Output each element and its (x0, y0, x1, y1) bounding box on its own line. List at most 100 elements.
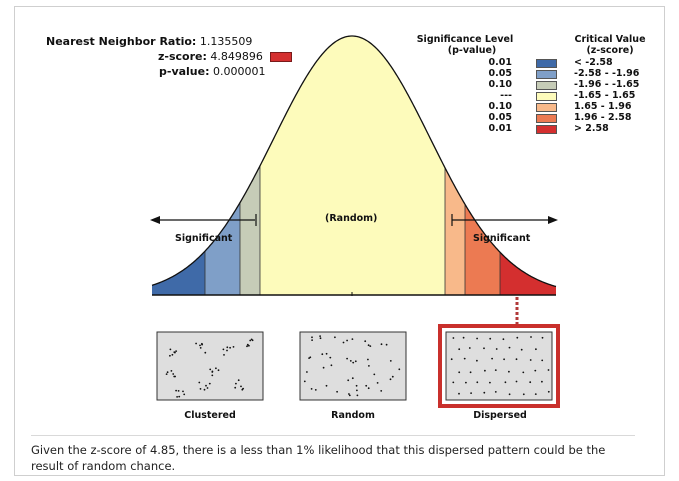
curve-outline (151, 35, 557, 288)
point-marker (199, 347, 202, 349)
point-marker (373, 373, 376, 376)
z-score-value: 4.849896 (210, 50, 263, 63)
point-marker (237, 379, 240, 382)
legend-z-range: -1.96 - -1.65 (574, 79, 640, 90)
point-marker (240, 385, 242, 388)
point-marker (175, 350, 178, 352)
point-marker (504, 381, 507, 384)
dispersed-highlight (438, 324, 560, 408)
point-marker (314, 389, 317, 391)
point-marker (351, 377, 354, 380)
dispersed-caption: Dispersed (473, 410, 527, 421)
legend-p-value: 0.01 (488, 123, 512, 134)
point-marker (310, 388, 313, 390)
point-marker (346, 357, 348, 360)
point-marker (355, 384, 358, 387)
point-marker (199, 344, 201, 347)
point-marker (516, 336, 519, 339)
legend-p-value: 0.05 (488, 68, 512, 79)
point-marker (321, 353, 324, 356)
legend-z-range: -2.58 - -1.96 (574, 68, 640, 79)
point-marker (249, 339, 252, 342)
point-marker (308, 357, 310, 359)
point-marker (468, 347, 471, 349)
legend-p-value: --- (500, 90, 512, 101)
point-marker (347, 379, 350, 382)
point-marker (322, 366, 325, 369)
point-marker (367, 358, 369, 361)
point-marker (226, 349, 228, 352)
point-marker (380, 390, 383, 392)
point-marker (205, 384, 207, 387)
point-marker (534, 369, 537, 372)
point-marker (306, 371, 308, 373)
point-marker (348, 394, 351, 397)
point-marker (494, 391, 497, 393)
point-marker (367, 387, 370, 390)
left-arrow-head (150, 216, 160, 224)
point-marker (530, 336, 532, 338)
point-marker (303, 380, 306, 383)
point-marker (470, 392, 472, 394)
point-marker (165, 373, 168, 375)
point-marker (385, 343, 388, 346)
critical-value-header: Critical Value (z-score) (570, 34, 650, 56)
point-marker (330, 364, 333, 367)
point-marker (199, 388, 202, 390)
point-marker (508, 346, 511, 349)
point-marker (352, 361, 355, 364)
point-marker (319, 335, 321, 337)
point-marker (547, 390, 550, 393)
random-pattern-box (299, 331, 407, 401)
point-marker (171, 353, 174, 356)
random-label: (Random) (325, 213, 378, 224)
point-marker (177, 390, 180, 392)
point-marker (336, 390, 338, 393)
point-marker (369, 345, 372, 347)
point-marker (232, 346, 235, 348)
point-marker (351, 338, 354, 340)
z-score-row: z-score: 4.849896 (158, 50, 293, 63)
legend-z-range: 1.65 - 1.96 (574, 101, 632, 112)
point-marker (203, 388, 206, 391)
point-marker (450, 358, 453, 361)
point-marker (391, 375, 394, 378)
point-marker (365, 384, 368, 387)
point-marker (494, 369, 497, 371)
point-marker (541, 380, 543, 383)
random-caption: Random (331, 410, 375, 421)
point-marker (367, 344, 370, 347)
point-marker (234, 386, 237, 389)
point-marker (172, 373, 175, 375)
point-marker (491, 357, 493, 360)
legend-swatch (536, 125, 557, 134)
point-marker (502, 338, 505, 341)
point-marker (182, 390, 184, 393)
point-marker (183, 393, 186, 396)
point-marker (398, 368, 401, 371)
point-marker (489, 337, 492, 340)
significance-level-subtitle: (p-value) (447, 45, 497, 56)
clustered-pattern-box (156, 331, 264, 401)
point-marker (201, 343, 204, 346)
point-marker (319, 337, 322, 340)
point-marker (389, 378, 392, 381)
point-marker (483, 347, 485, 350)
legend-swatch (536, 92, 557, 101)
point-marker (356, 394, 359, 397)
point-marker (217, 369, 220, 372)
point-marker (206, 387, 209, 389)
critical-value-title: Critical Value (574, 34, 646, 45)
point-marker (515, 358, 518, 361)
point-marker (541, 336, 544, 339)
point-marker (389, 360, 392, 362)
point-marker (178, 395, 181, 398)
legend-p-value: 0.01 (488, 57, 512, 68)
z-score-swatch (270, 52, 293, 62)
point-marker (376, 382, 379, 384)
point-marker (452, 381, 455, 384)
summary-text: Given the z-score of 4.85, there is a le… (31, 443, 606, 473)
point-marker (458, 371, 461, 374)
legend-swatch (536, 114, 557, 123)
